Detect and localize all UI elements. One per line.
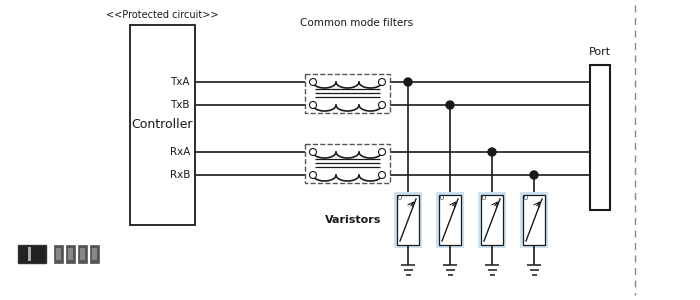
Bar — [54, 245, 63, 263]
Circle shape — [379, 79, 386, 86]
Circle shape — [379, 172, 386, 178]
Bar — [523, 195, 545, 245]
Circle shape — [309, 101, 316, 109]
Bar — [394, 192, 422, 248]
Bar — [478, 192, 506, 248]
Circle shape — [309, 79, 316, 86]
Circle shape — [379, 101, 386, 109]
Circle shape — [530, 171, 538, 179]
Text: U: U — [398, 196, 402, 201]
Bar — [78, 245, 87, 263]
Bar — [92, 248, 97, 260]
Bar — [90, 245, 99, 263]
Text: Common mode filters: Common mode filters — [300, 18, 413, 28]
Bar — [68, 248, 73, 260]
Text: Controller: Controller — [132, 118, 193, 131]
Bar — [590, 65, 610, 210]
Bar — [66, 245, 75, 263]
Bar — [520, 192, 548, 248]
Bar — [481, 195, 503, 245]
Bar — [439, 195, 461, 245]
Text: U: U — [482, 196, 486, 201]
Circle shape — [446, 101, 454, 109]
Bar — [80, 248, 85, 260]
Bar — [397, 195, 419, 245]
Text: Varistors: Varistors — [325, 215, 382, 225]
Circle shape — [488, 148, 496, 156]
Text: TxB: TxB — [171, 100, 190, 110]
Text: Port: Port — [589, 47, 611, 57]
Bar — [130, 25, 195, 225]
Circle shape — [309, 148, 316, 155]
Text: RxA: RxA — [169, 147, 190, 157]
Bar — [436, 192, 464, 248]
Text: TxA: TxA — [171, 77, 190, 87]
Bar — [56, 248, 61, 260]
Text: <<Protected circuit>>: <<Protected circuit>> — [106, 10, 218, 20]
Text: U: U — [440, 196, 444, 201]
Circle shape — [379, 148, 386, 155]
Text: RxB: RxB — [169, 170, 190, 180]
Bar — [18, 245, 46, 263]
Bar — [28, 247, 32, 261]
Text: U: U — [524, 196, 528, 201]
Circle shape — [404, 78, 412, 86]
Circle shape — [309, 172, 316, 178]
